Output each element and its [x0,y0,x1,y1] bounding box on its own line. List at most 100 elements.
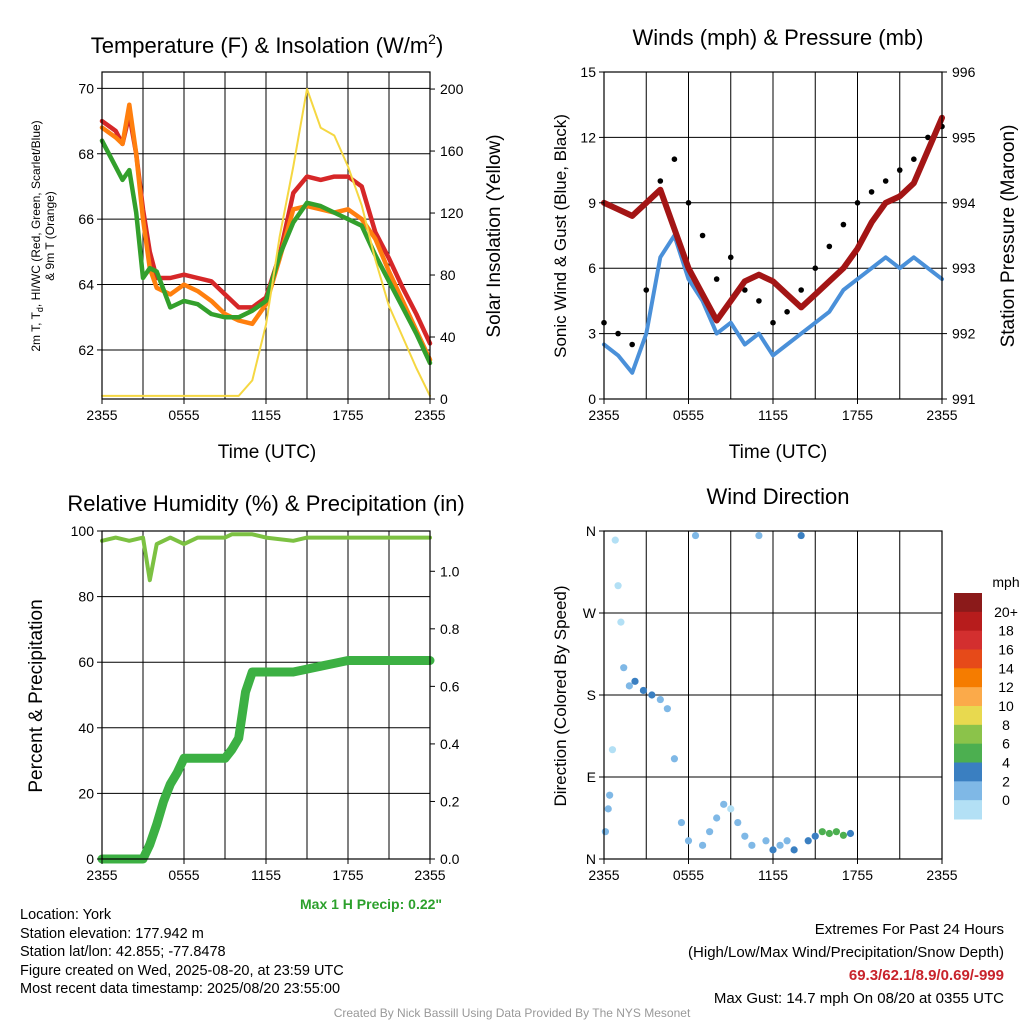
direction-point [698,841,707,849]
direction-point [790,846,798,854]
humidity-panel: Relative Humidity (%) & Precipitation (i… [26,491,465,883]
gust-point [756,298,762,304]
winds-title: Winds (mph) & Pressure (mb) [633,25,924,50]
humidity-axes: 0 20 40 60 80 100 0.0 0.2 0.4 0.6 0.8 1.0 2355 0555 11… [71,523,460,883]
gust-point [699,232,706,239]
direction-point [684,837,693,845]
gust-point [854,200,861,206]
series-td [99,138,433,366]
winds-panel: Winds (mph) & Pressure (mb) 0 3 6 9 12 15 991 9… [551,25,1019,463]
humidity-grid [102,531,430,859]
direction-point [670,755,679,763]
direction-point [720,800,728,808]
temperature-y2label: Solar Insolation (Yellow) [484,134,505,337]
ytick-label: 70 [78,80,94,96]
xtick-label: 1155 [251,867,281,883]
direction-point [748,841,756,849]
direction-grid [604,531,942,859]
direction-point [818,828,826,836]
ytick-label: 6 [588,260,596,276]
max-gust-text: Max Gust: 14.7 mph On 08/20 at 0355 UTC [713,990,1004,1007]
direction-point [839,831,848,839]
temperature-grid [102,72,430,399]
legend-swatch [954,800,982,820]
legend-swatch [954,781,982,801]
y2tick-label: 994 [952,195,976,211]
winds-xlabel: Time (UTC) [729,442,828,463]
legend-swatch [954,611,982,632]
ytick-label: 64 [78,277,94,293]
station-info: Location: York Station elevation: 177.94… [20,906,344,999]
gust-point [671,156,678,162]
temperature-ylabel-line2: & 9m T (Orange) [43,191,57,281]
direction-point [677,818,686,827]
direction-point [741,832,749,840]
ytick-label: 12 [580,129,596,145]
legend-swatch [954,668,982,688]
ytick-label: 66 [78,211,94,227]
legend-label: 12 [998,679,1014,695]
ytick-label: W [583,605,597,621]
temperature-series [99,88,433,397]
direction-point [608,746,617,754]
series-relative-humidity [100,532,432,583]
direction-point [663,705,671,713]
legend-swatch [954,743,982,763]
series-precipitation [97,656,435,864]
winds-ylabel: Sonic Wind & Gust (Blue, Black) [551,114,570,358]
legend-swatch [954,706,982,726]
xtick-label: 0555 [673,407,704,423]
xtick-label: 2355 [588,867,619,883]
ytick-label: 9 [588,195,596,211]
y2tick-label: 991 [952,391,976,407]
direction-point [734,818,742,827]
y2tick-label: 992 [952,326,976,342]
ytick-label: 100 [71,523,95,539]
winds-grid [604,72,942,399]
legend-title: mph [992,574,1019,590]
legend-swatch [954,630,982,650]
direction-point [648,691,656,699]
direction-point [797,531,805,540]
y2tick-label: 0.6 [440,678,460,694]
direction-point [631,677,639,685]
ytick-label: 0 [86,851,94,867]
xtick-label: 1155 [251,407,281,423]
y2tick-label: 120 [440,205,464,221]
gust-point [826,243,833,250]
temperature-xlabel: Time (UTC) [218,442,317,463]
direction-point [804,837,812,845]
winds-axes: 0 3 6 9 12 15 991 992 993 994 995 996 2355 0555 1155 17… [580,64,975,423]
direction-point [611,536,619,544]
y2tick-label: 0.4 [440,736,460,752]
ytick-label: 60 [78,654,94,670]
plot-frame [603,530,943,860]
xtick-label: 1155 [758,867,788,883]
ytick-label: 20 [78,785,94,801]
ytick-label: 15 [580,64,596,80]
legend-label: 8 [1002,717,1010,733]
temperature-ylabel: 2m T, Td, HI/WC (Red, Green, Scarlet/Blu… [29,120,45,351]
ytick-label: N [586,523,596,539]
direction-point [762,837,770,845]
gust-point [882,178,889,184]
plot-frame [101,71,431,400]
y2tick-label: 995 [952,129,976,145]
y2tick-label: 0.0 [440,851,460,867]
legend-label: 18 [998,623,1014,639]
legend-label: 2 [1002,773,1010,789]
direction-point [625,682,633,690]
legend-label: 20+ [994,604,1018,620]
direction-point [776,841,784,849]
legend-swatch [954,724,982,745]
legend-label: 10 [998,698,1014,714]
created-text: Figure created on Wed, 2025-08-20, at 23… [20,962,344,979]
ytick-label: S [587,687,596,703]
credit-text: Created By Nick Bassill Using Data Provi… [333,1006,691,1020]
location-text: Location: York [20,907,112,923]
gust-point [685,200,692,206]
direction-point [769,846,777,854]
temperature-title: Temperature (F) & Insolation (W/m2) [91,31,444,58]
